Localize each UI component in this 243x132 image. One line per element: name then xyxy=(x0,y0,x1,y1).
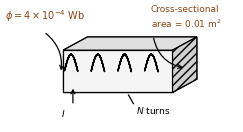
Text: Cross-sectional: Cross-sectional xyxy=(151,5,219,14)
Polygon shape xyxy=(63,50,173,92)
Polygon shape xyxy=(173,37,197,92)
Text: $I$: $I$ xyxy=(61,108,65,119)
Polygon shape xyxy=(63,37,197,50)
Text: area = 0.01 m$^{2}$: area = 0.01 m$^{2}$ xyxy=(151,18,221,30)
Text: $\phi = 4 \times 10^{-4}$ Wb: $\phi = 4 \times 10^{-4}$ Wb xyxy=(5,8,85,24)
Polygon shape xyxy=(63,37,197,50)
Polygon shape xyxy=(173,37,197,92)
Polygon shape xyxy=(63,50,173,92)
Text: $N$ turns: $N$ turns xyxy=(136,105,170,116)
